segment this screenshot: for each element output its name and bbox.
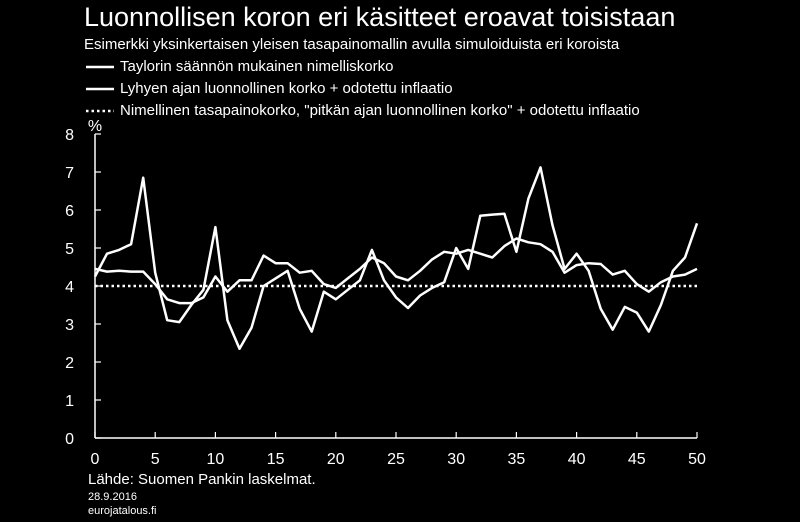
legend-label: Nimellinen tasapainokorko, "pitkän ajan …	[120, 102, 640, 119]
x-tick-label: 15	[267, 451, 285, 468]
x-tick-label: 20	[327, 451, 345, 468]
x-tick-label: 25	[387, 451, 405, 468]
y-tick-label: 5	[65, 241, 74, 258]
y-tick-label: 4	[65, 279, 74, 296]
x-tick-label: 45	[628, 451, 646, 468]
series-line-1	[94, 237, 698, 305]
y-axis-unit: %	[88, 118, 102, 135]
x-tick-label: 40	[568, 451, 586, 468]
y-tick-label: 3	[65, 317, 74, 334]
x-tick-label: 35	[508, 451, 526, 468]
x-tick-label: 30	[447, 451, 465, 468]
y-tick-label: 2	[65, 355, 74, 372]
x-tick-label: 5	[151, 451, 160, 468]
legend-swatch-solid	[86, 87, 114, 91]
legend-swatch-solid	[86, 65, 114, 69]
x-tick-label: 50	[688, 451, 706, 468]
chart-title: Luonnollisen koron eri käsitteet eroavat…	[84, 2, 676, 32]
chart-subtitle: Esimerkki yksinkertaisen yleisen tasapai…	[84, 36, 620, 53]
date-note: 28.9.2016	[88, 491, 137, 503]
legend-swatch-dotted	[86, 109, 114, 113]
legend-label: Lyhyen ajan luonnollinen korko + odotett…	[120, 80, 453, 97]
site-note: eurojatalous.fi	[88, 505, 157, 517]
y-tick-label: 1	[65, 393, 74, 410]
source-note: Lähde: Suomen Pankin laskelmat.	[88, 471, 316, 488]
y-tick-label: 6	[65, 203, 74, 220]
x-tick-label: 0	[91, 451, 100, 468]
x-tick-label: 10	[207, 451, 225, 468]
y-tick-label: 7	[65, 165, 74, 182]
y-tick-label: 0	[65, 431, 74, 448]
legend-label: Taylorin säännön mukainen nimelliskorko	[120, 58, 394, 75]
series-line-2	[93, 166, 699, 350]
y-tick-label: 8	[65, 127, 74, 144]
